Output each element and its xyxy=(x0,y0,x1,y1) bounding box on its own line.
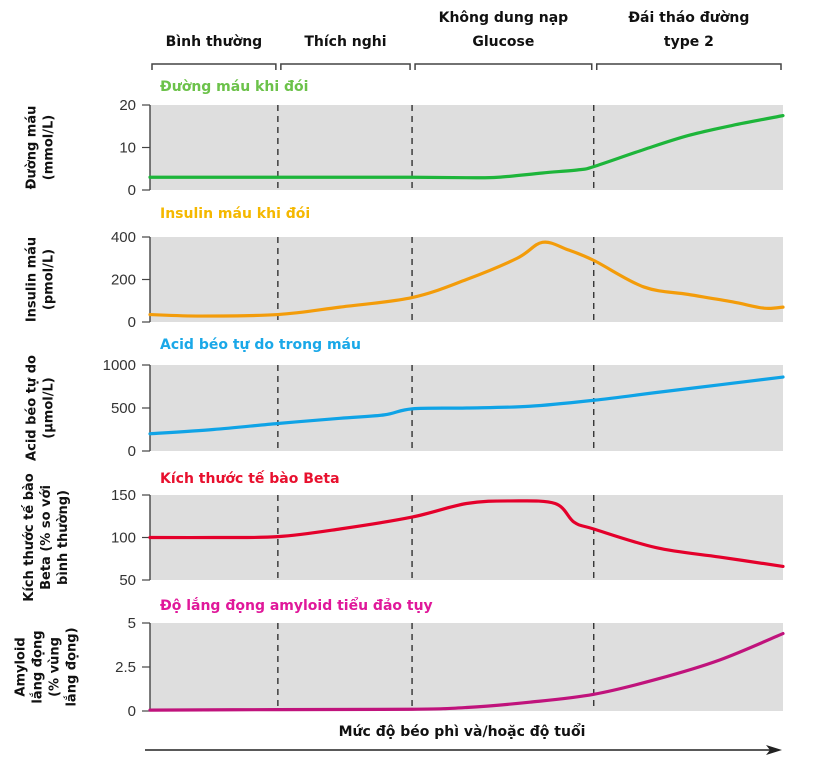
y-axis-label: Acid béo tự do xyxy=(25,355,40,461)
phase-bracket xyxy=(414,63,593,70)
phase-label: Không dung nạp xyxy=(439,10,569,26)
y-axis-label: Beta (% so với xyxy=(39,485,54,590)
x-axis-label: Mức độ béo phì và/hoặc độ tuổi xyxy=(339,723,586,740)
series-line xyxy=(148,499,785,568)
x-axis: Mức độ béo phì và/hoặc độ tuổi xyxy=(145,723,782,755)
x-axis-arrowhead-icon xyxy=(766,745,782,755)
panel-5: Độ lắng đọng amyloid tiểu đảo tụy 5 2.5 0 Am… xyxy=(14,597,785,720)
y-tick-label: 10 xyxy=(119,140,136,157)
phase-label: Bình thường xyxy=(166,34,263,50)
series-line xyxy=(148,375,785,436)
phase-label: Thích nghi xyxy=(304,34,386,50)
phase-label: type 2 xyxy=(664,34,714,50)
y-axis-label: (mmol/L) xyxy=(42,115,57,180)
panel-title: Đường máu khi đói xyxy=(160,79,308,95)
y-axis-label: Amyloid xyxy=(14,637,29,696)
panel-3: Acid béo tự do trong máu 1000 500 0 Acid béo… xyxy=(25,337,785,461)
panel-4: Kích thước tế bào Beta 150 100 50 Kích thước… xyxy=(22,470,785,602)
phase-2: Thích nghi xyxy=(280,34,411,70)
y-tick-label: 0 xyxy=(128,182,136,199)
plot-background xyxy=(150,623,783,711)
y-axis-label: (pmol/L) xyxy=(42,249,57,310)
y-axis-label: Đường máu xyxy=(25,106,40,190)
panel-2: Insulin máu khi đói 400 200 0 Insulin máu (pm… xyxy=(25,206,785,331)
y-tick-label: 200 xyxy=(111,272,136,289)
y-axis-label: (% vùng xyxy=(48,637,63,697)
y-axis-label: bình thường) xyxy=(56,490,71,585)
panel-1: Đường máu khi đói 20 10 0 Đường máu (mmol/L) xyxy=(25,79,785,199)
phase-1: Bình thường xyxy=(151,34,277,70)
y-tick-label: 50 xyxy=(119,572,136,589)
y-tick-label: 0 xyxy=(128,314,136,331)
panel-title: Acid béo tự do trong máu xyxy=(160,337,361,353)
phase-header: Bình thường Thích nghi Không dung nạp Gluco… xyxy=(151,10,782,70)
panel-title: Insulin máu khi đói xyxy=(160,206,310,222)
y-tick-label: 5 xyxy=(128,615,136,632)
phase-bracket xyxy=(151,63,277,70)
panel-title: Độ lắng đọng amyloid tiểu đảo tụy xyxy=(160,597,433,614)
y-tick-label: 1000 xyxy=(103,357,136,374)
y-axis-label: lắng đọng xyxy=(31,630,46,703)
series-line xyxy=(148,114,785,180)
series-line xyxy=(148,240,785,318)
y-tick-label: 2.5 xyxy=(115,659,136,676)
y-axis-label: Kích thước tế bào xyxy=(22,473,37,602)
y-tick-label: 400 xyxy=(111,229,136,246)
y-axis-label: Insulin máu xyxy=(25,237,40,322)
y-axis-label: (µmol/L) xyxy=(42,377,57,438)
phase-bracket xyxy=(595,63,782,70)
phase-label: Đái tháo đường xyxy=(628,10,749,26)
phase-3: Không dung nạp Glucose xyxy=(414,10,593,70)
y-tick-label: 0 xyxy=(128,703,136,720)
y-tick-label: 20 xyxy=(119,97,136,114)
series-line xyxy=(148,631,785,712)
y-tick-label: 100 xyxy=(111,530,136,547)
y-axis-label: lắng đọng) xyxy=(65,627,80,706)
y-tick-label: 500 xyxy=(111,400,136,417)
phase-4: Đái tháo đường type 2 xyxy=(595,10,782,70)
phase-label: Glucose xyxy=(472,34,534,50)
y-tick-label: 0 xyxy=(128,443,136,460)
y-tick-label: 150 xyxy=(111,487,136,504)
panel-title: Kích thước tế bào Beta xyxy=(160,470,340,487)
phase-bracket xyxy=(280,63,411,70)
